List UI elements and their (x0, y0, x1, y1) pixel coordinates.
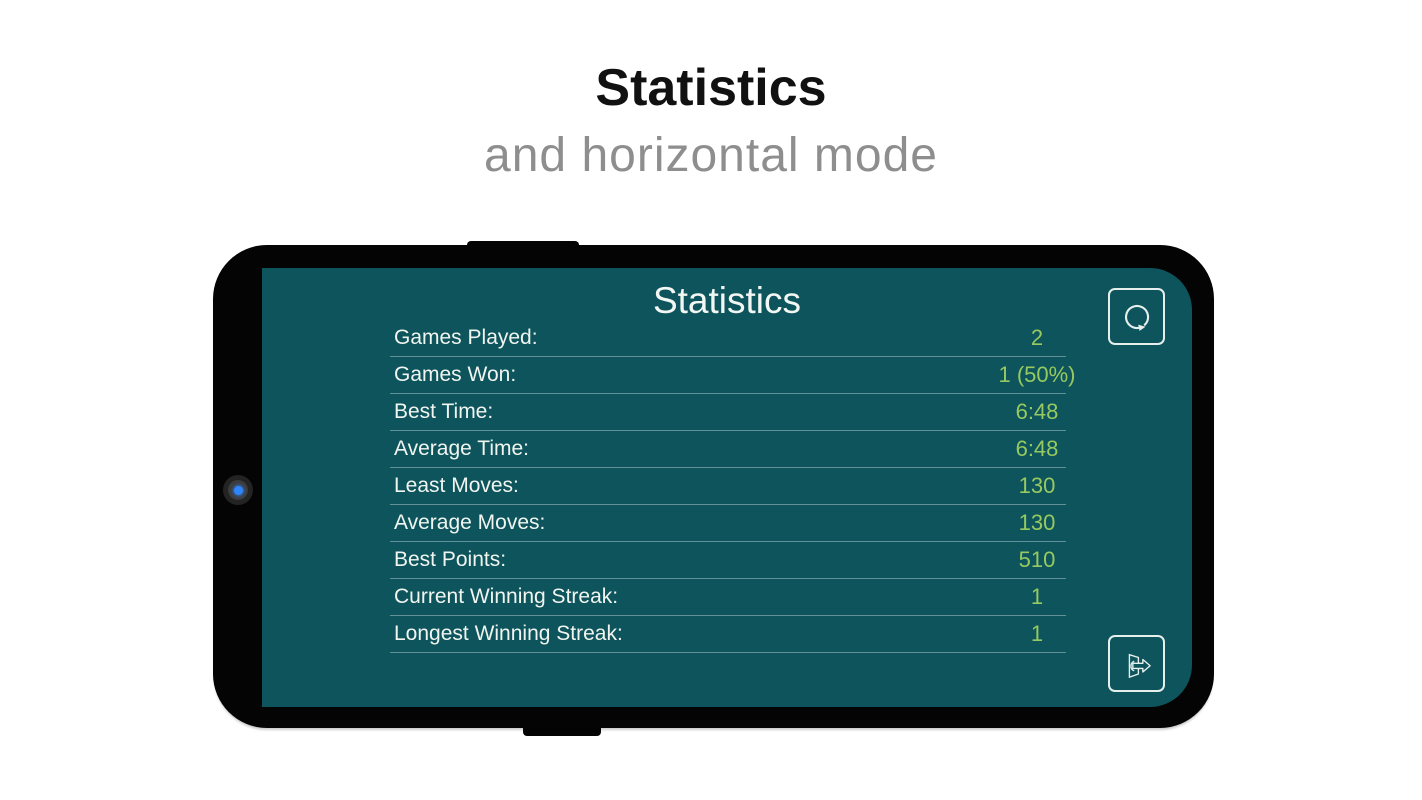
stat-label: Games Won: (394, 363, 517, 386)
stat-label: Least Moves: (394, 474, 519, 497)
stat-value: 1 (1030, 584, 1044, 609)
refresh-icon (1118, 298, 1156, 336)
stat-value: 130 (1018, 473, 1056, 498)
stat-label: Best Time: (394, 400, 494, 423)
exit-icon (1117, 644, 1157, 684)
front-camera-icon (223, 475, 253, 505)
stat-label: Best Points: (394, 548, 507, 571)
reset-stats-button[interactable] (1108, 288, 1165, 345)
table-row: Least Moves: 130 (390, 468, 1066, 505)
stat-value: 510 (1018, 547, 1056, 572)
stat-value: 1 (50%) (998, 362, 1076, 387)
screen-title: Statistics (652, 280, 802, 321)
table-row: Longest Winning Streak: 1 (390, 616, 1066, 653)
table-row: Best Points: 510 (390, 542, 1066, 579)
stat-label: Longest Winning Streak: (394, 622, 623, 645)
exit-button[interactable] (1108, 635, 1165, 692)
stat-label: Current Winning Streak: (394, 585, 619, 608)
stat-value: 130 (1018, 510, 1056, 535)
stats-table: Games Played: 2 Games Won: 1 (50%) Best … (390, 320, 1076, 653)
stat-label: Average Time: (394, 437, 530, 460)
page-title: Statistics (595, 59, 827, 117)
page-subtitle: and horizontal mode (484, 129, 938, 182)
stat-value: 6:48 (1015, 436, 1059, 461)
stat-value: 6:48 (1015, 399, 1059, 424)
table-row: Games Won: 1 (50%) (390, 357, 1076, 394)
phone-screen: Statistics Games Played: 2 Games Won: 1 … (262, 268, 1192, 707)
table-row: Games Played: 2 (390, 320, 1066, 357)
phone-mockup: Statistics Games Played: 2 Games Won: 1 … (213, 238, 1214, 736)
stat-label: Average Moves: (394, 511, 546, 534)
stat-value: 1 (1030, 621, 1044, 646)
table-row: Average Time: 6:48 (390, 431, 1066, 468)
header: Statistics and horizontal mode (0, 58, 1422, 183)
stat-label: Games Played: (394, 326, 538, 349)
table-row: Current Winning Streak: 1 (390, 579, 1066, 616)
table-row: Average Moves: 130 (390, 505, 1066, 542)
stat-value: 2 (1030, 325, 1044, 350)
table-row: Best Time: 6:48 (390, 394, 1066, 431)
